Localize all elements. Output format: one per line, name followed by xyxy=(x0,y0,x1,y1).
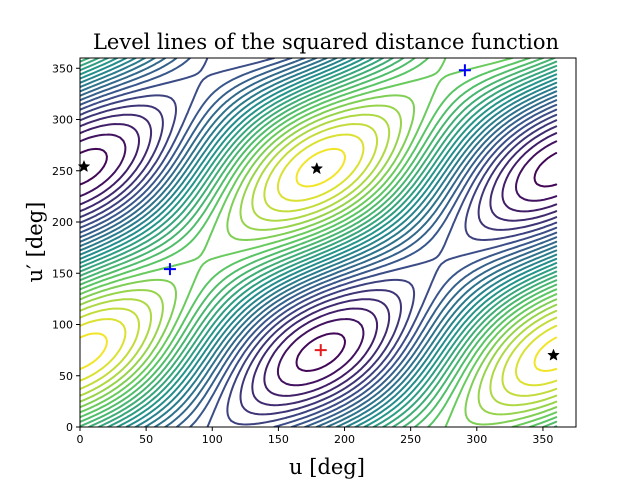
contour-level-13 xyxy=(80,58,558,427)
y-tick-label: 150 xyxy=(52,267,73,280)
saddle-2-marker xyxy=(310,162,324,175)
contour-level-27 xyxy=(80,133,558,387)
y-tick-label: 0 xyxy=(66,421,73,434)
contour-level-20 xyxy=(80,58,558,427)
y-tick-label: 200 xyxy=(52,216,73,229)
contour-level-6 xyxy=(80,94,558,426)
maximum-marker xyxy=(314,344,327,357)
contour-level-22 xyxy=(80,58,558,427)
x-axis-ticks: 0 50 100 150 200 250 300 350 xyxy=(77,427,553,446)
contour-level-10 xyxy=(80,58,558,427)
contour-level-7 xyxy=(80,58,558,427)
contour-level-19 xyxy=(80,58,558,427)
contour-level-23 xyxy=(80,94,558,426)
contour-level-4 xyxy=(80,113,558,407)
contour-level-16 xyxy=(80,58,558,427)
chart-title: Level lines of the squared distance func… xyxy=(93,30,559,54)
contour-level-24 xyxy=(80,104,558,416)
x-axis-label: u [deg] xyxy=(289,455,365,479)
y-tick-label: 100 xyxy=(52,319,73,332)
minimum-2-marker xyxy=(458,64,471,77)
x-tick-label: 300 xyxy=(466,433,487,446)
plot-frame xyxy=(79,57,577,428)
x-tick-label: 350 xyxy=(532,433,553,446)
y-axis-ticks: 0 50 100 150 200 250 300 350 xyxy=(52,62,80,434)
y-axis-label: u′ [deg] xyxy=(23,202,47,283)
minimum-1-marker xyxy=(163,263,176,276)
contour-level-5 xyxy=(80,104,558,416)
x-tick-label: 150 xyxy=(268,433,289,446)
contour-level-3 xyxy=(80,123,558,397)
x-tick-label: 100 xyxy=(202,433,223,446)
contour-level-12 xyxy=(80,58,558,427)
contour-level-25 xyxy=(80,113,558,407)
y-tick-label: 300 xyxy=(52,114,73,127)
contour-level-15 xyxy=(80,58,558,427)
critical-point-markers xyxy=(77,64,560,361)
contour-level-28 xyxy=(80,147,558,372)
contour-level-26 xyxy=(80,123,558,397)
x-tick-label: 250 xyxy=(400,433,421,446)
saddle-3-marker xyxy=(547,348,560,361)
y-tick-label: 350 xyxy=(52,62,73,75)
y-tick-label: 50 xyxy=(59,370,73,383)
contour-level-18 xyxy=(80,58,558,427)
y-tick-label: 250 xyxy=(52,165,73,178)
x-tick-label: 0 xyxy=(77,433,84,446)
x-tick-label: 200 xyxy=(334,433,355,446)
contour-level-9 xyxy=(80,58,558,427)
contour-level-1 xyxy=(80,147,558,372)
x-tick-label: 50 xyxy=(139,433,153,446)
contour-lines xyxy=(80,58,558,427)
